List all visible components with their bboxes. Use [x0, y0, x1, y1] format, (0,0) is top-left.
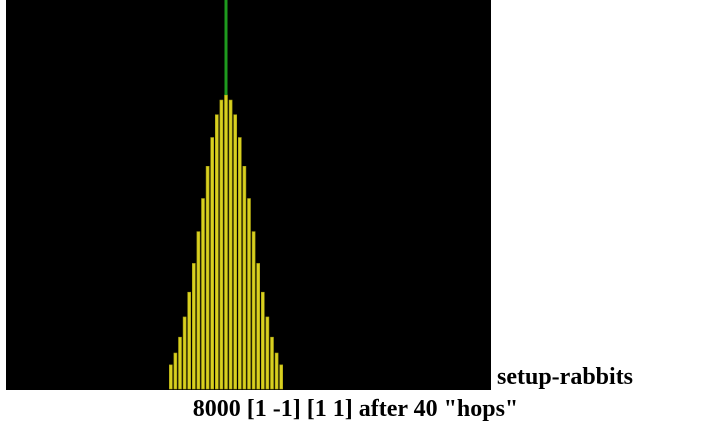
rabbit-stack: [279, 364, 284, 390]
rabbit-stack: [169, 364, 173, 390]
rabbit-stack: [238, 137, 242, 390]
rabbit-stack: [233, 114, 237, 390]
rabbit-stack: [274, 352, 279, 390]
rabbit-stack: [196, 231, 201, 390]
rabbit-stack: [210, 137, 214, 390]
rabbit-stack: [242, 166, 247, 390]
rabbit-stack: [224, 94, 228, 390]
rabbit-stack: [251, 231, 256, 390]
rabbit-stack: [228, 99, 233, 390]
rabbit-stack: [256, 263, 260, 390]
rabbit-stack: [261, 291, 265, 390]
caption: 8000 [1 -1] [1 1] after 40 "hops": [192, 396, 519, 422]
rabbit-stack: [182, 316, 187, 390]
rabbit-stacks: [169, 0, 284, 390]
button-label[interactable]: setup-rabbits: [497, 364, 634, 390]
rabbit-stack: [192, 263, 196, 390]
rabbit-stack: [205, 166, 210, 390]
rabbit-stack: [187, 291, 191, 390]
rabbit-stack: [201, 198, 205, 390]
rabbit-stack: [270, 336, 274, 390]
rabbit-stack: [247, 198, 251, 390]
rabbit-stack: [173, 352, 178, 390]
world-view: [6, 0, 491, 390]
rabbit-stack: [215, 114, 219, 390]
center-line: [224, 0, 228, 95]
rabbit-stack: [219, 99, 224, 390]
rabbit-stack: [178, 336, 182, 390]
rabbit-stack: [265, 316, 270, 390]
